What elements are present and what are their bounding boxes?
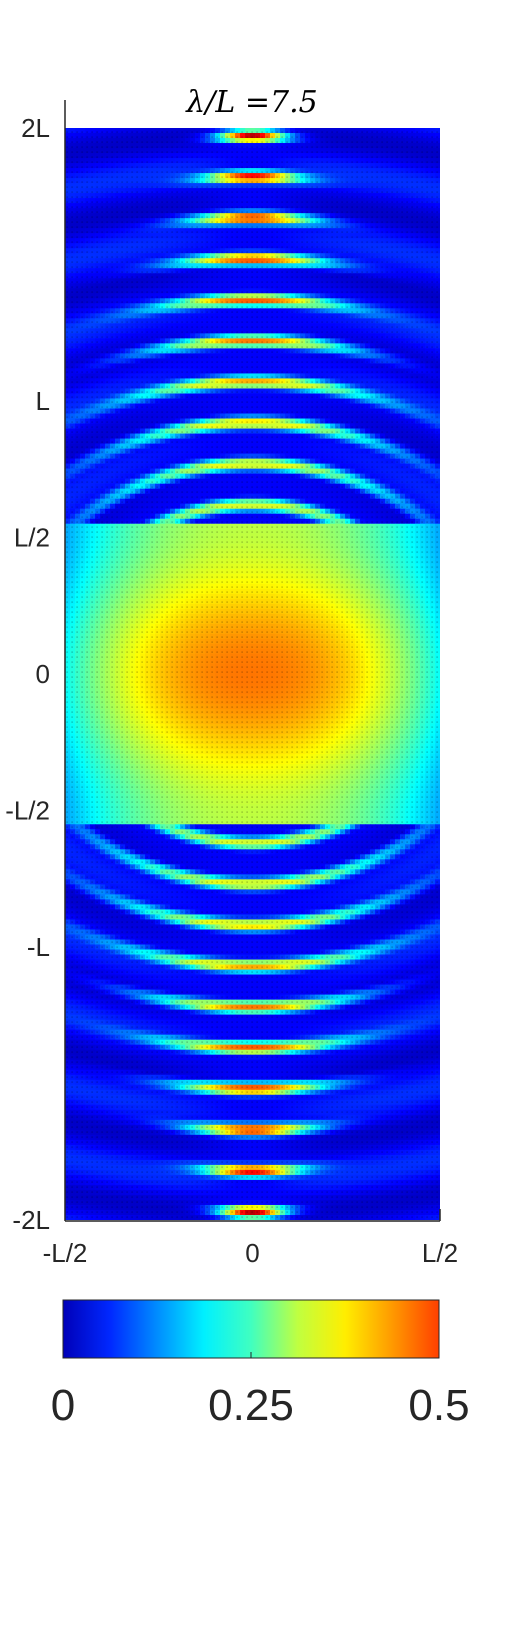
chart-title: λ/L =7.5 (185, 85, 317, 120)
plot-area (64, 100, 441, 1222)
